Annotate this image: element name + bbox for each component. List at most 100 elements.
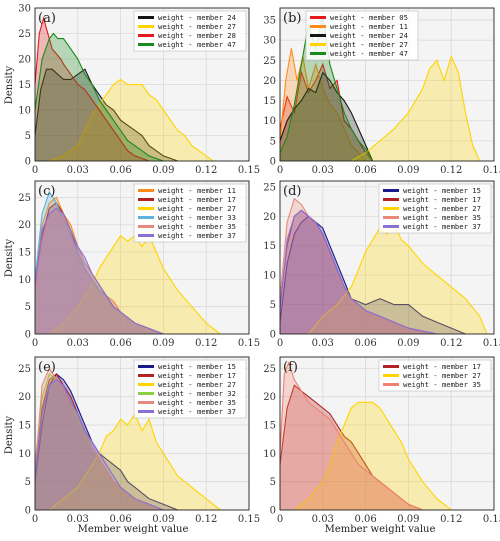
series-line-2 [48, 412, 221, 510]
legend-entry: weight - member 35 [403, 380, 481, 389]
series-area-0 [280, 216, 466, 334]
series-area-5 [35, 379, 164, 510]
x-tick-label: 0.03 [67, 338, 89, 349]
x-tick-label: 0.06 [354, 165, 376, 176]
x-tick-label: 0.12 [440, 338, 462, 349]
y-tick-label: 5 [270, 300, 276, 311]
panel-d: 0 0.03 0.06 0.09 0.12 0.15 0 5 10 15 20 25 (d) weight… [263, 180, 500, 349]
y-tick-label: 0 [25, 157, 31, 168]
y-tick-label: 15 [263, 241, 276, 252]
legend-entry: weight - member 27 [158, 380, 236, 389]
series-area-1 [280, 210, 437, 334]
y-tick-label: 20 [18, 392, 31, 403]
series-area-1 [280, 48, 366, 161]
y-tick-label: 25 [18, 364, 31, 375]
legend-entry: weight - member 27 [403, 371, 481, 380]
x-tick-label: 0.03 [312, 165, 334, 176]
x-tick-label: 0.15 [483, 338, 500, 349]
y-tick-label: 5 [270, 136, 276, 147]
legend-entry: weight - member 11 [158, 186, 236, 195]
x-tick-label: 0.03 [67, 514, 89, 525]
legend-entry: weight - member 15 [403, 186, 481, 195]
panel-letter: (f) [283, 360, 298, 375]
legend-entry: weight - member 17 [158, 371, 236, 380]
series-line-1 [293, 401, 452, 510]
panel-c: 0 0.03 0.06 0.09 0.12 0.15 0 5 10 15 20 25 (c) weight… [18, 180, 260, 349]
legend-entry: weight - member 17 [403, 195, 481, 204]
y-tick-label: 0 [25, 330, 31, 341]
y-tick-label: 15 [263, 421, 276, 432]
series-area-1 [49, 79, 214, 161]
legend-entry: weight - member 27 [403, 204, 481, 213]
panel-letter: (c) [38, 184, 55, 199]
x-tick-label: 0 [277, 338, 283, 349]
panel-letter: (d) [283, 184, 301, 199]
panel-letter: (e) [38, 360, 56, 375]
y-tick-label: 25 [263, 364, 276, 375]
panel-f: 0 0.03 0.06 0.09 0.12 0.15 0 5 10 15 20 25 (f) weight… [263, 356, 500, 525]
x-axis-label-right: Member weight value [325, 524, 436, 535]
series-area-0 [35, 374, 178, 510]
x-tick-label: 0.09 [152, 165, 174, 176]
legend-entry: weight - member 15 [158, 362, 236, 371]
x-tick-label: 0.15 [238, 165, 260, 176]
series-area-1 [35, 202, 164, 334]
series-line-1 [280, 48, 367, 161]
legend-box [133, 183, 247, 243]
x-tick-label: 0.06 [354, 338, 376, 349]
y-tick-label: 10 [263, 116, 276, 127]
x-tick-label: 0.12 [440, 165, 462, 176]
y-tick-label: 25 [18, 193, 31, 204]
legend-entry: weight - member 37 [158, 407, 236, 416]
y-tick-label: 30 [263, 36, 276, 47]
y-tick-label: 10 [263, 271, 276, 282]
legend-entry: weight - member 17 [403, 362, 481, 371]
series-area-2 [280, 72, 373, 161]
legend-entry: weight - member 35 [158, 222, 236, 231]
series-area-2 [308, 222, 487, 334]
panel-letter: (b) [283, 11, 301, 26]
plot-frame [279, 7, 495, 162]
legend-entry: weight - member 11 [330, 22, 408, 31]
x-tick-label: 0 [32, 514, 38, 525]
y-tick-label: 0 [270, 330, 276, 341]
y-tick-label: 20 [263, 76, 276, 87]
series-area-2 [49, 235, 221, 334]
y-tick-label: 15 [18, 248, 31, 259]
series-area-3 [35, 374, 164, 510]
legend-entry: weight - member 35 [403, 213, 481, 222]
legend-entry: weight - member 27 [158, 22, 236, 31]
series-area-1 [35, 374, 164, 510]
y-tick-label: 15 [18, 421, 31, 432]
legend-entry: weight - member 27 [158, 204, 236, 213]
y-tick-label: 0 [25, 506, 31, 517]
x-tick-label: 0.09 [152, 338, 174, 349]
x-tick-label: 0 [277, 514, 283, 525]
y-axis-label-c: Density [4, 238, 15, 277]
series-area-3 [280, 198, 437, 334]
y-tick-label: 5 [25, 131, 31, 142]
x-tick-label: 0.12 [195, 514, 217, 525]
plot-frame [34, 7, 250, 162]
x-tick-label: 0.12 [440, 514, 462, 525]
y-tick-label: 10 [18, 275, 31, 286]
y-tick-label: 0 [270, 506, 276, 517]
series-area-2 [49, 413, 221, 510]
x-tick-label: 0.09 [397, 514, 419, 525]
series-line-2 [280, 361, 423, 510]
series-line-3 [35, 32, 164, 161]
series-line-0 [280, 215, 466, 334]
x-tick-label: 0.06 [109, 338, 131, 349]
series-line-5 [35, 207, 164, 334]
legend-entry: weight - member 17 [158, 195, 236, 204]
y-tick-label: 20 [263, 212, 276, 223]
x-tick-label: 0.03 [312, 514, 334, 525]
legend-entry: weight - member 33 [158, 213, 236, 222]
legend-entry: weight - member 05 [330, 13, 408, 22]
x-tick-label: 0.06 [109, 165, 131, 176]
plot-frame [34, 180, 250, 335]
